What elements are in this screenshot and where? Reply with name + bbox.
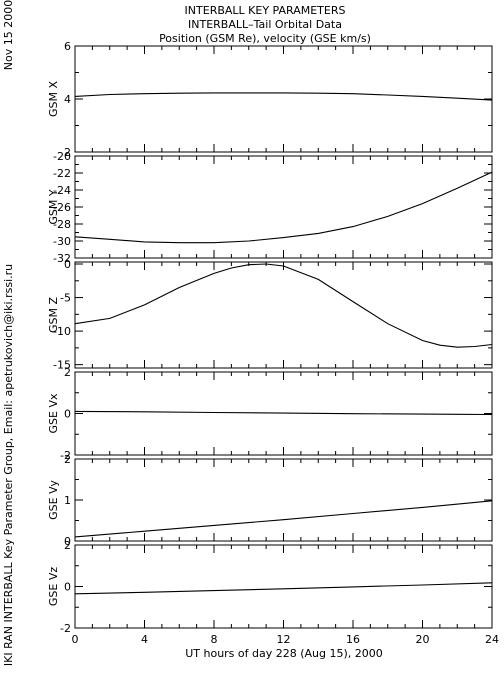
y-tick-label: -10 — [53, 325, 71, 338]
y-tick-label: -5 — [60, 292, 71, 305]
series-line — [74, 582, 493, 595]
y-tick-label: -22 — [53, 167, 71, 180]
y-axis-label: GSE Vx — [47, 393, 60, 433]
panel-frame — [74, 45, 493, 153]
y-axis-label: GSM Y — [47, 189, 60, 224]
y-tick-label: 1 — [64, 494, 71, 507]
x-tick-label: 0 — [72, 633, 79, 646]
panel-1: 2 4 6 GSM X — [47, 40, 493, 159]
panel-5: 0 1 2 GSE Vy — [47, 453, 493, 548]
y-axis-label: GSM X — [47, 81, 60, 117]
chart-title: INTERBALL KEY PARAMETERS — [185, 4, 346, 17]
x-tick-label: 24 — [485, 633, 499, 646]
y-tick-label: -15 — [53, 359, 71, 372]
y-axis-label: GSE Vz — [47, 567, 60, 606]
x-tick-label: 20 — [416, 633, 430, 646]
series-line — [74, 171, 493, 244]
side-credit: IKI RAN INTERBALL Key Parameter Group, E… — [2, 264, 15, 666]
x-axis-label: UT hours of day 228 (Aug 15), 2000 — [185, 647, 383, 660]
y-tick-label: 4 — [64, 93, 71, 106]
y-tick-label: 0 — [64, 581, 71, 594]
y-tick-label: -2 — [60, 622, 71, 635]
x-tick-label: 8 — [211, 633, 218, 646]
side-date: Nov 15 2000 — [2, 0, 15, 70]
y-tick-label: 0 — [64, 535, 71, 548]
y-tick-label: -24 — [53, 184, 71, 197]
x-tick-label: 4 — [141, 633, 148, 646]
y-tick-label: -28 — [53, 218, 71, 231]
y-axis-label: GSM Z — [47, 297, 60, 333]
panel-4: -2 0 2 GSE Vx — [47, 366, 493, 462]
y-tick-label: -30 — [53, 235, 71, 248]
y-tick-label: 2 — [64, 453, 71, 466]
panel-2: -32 -30 -28 -26 -24 -22 -20 GSM Y — [47, 150, 493, 265]
y-tick-label: -26 — [53, 201, 71, 214]
y-tick-label: -32 — [53, 252, 71, 265]
panel-3: -15 -10 -5 0 GSM Z — [47, 258, 493, 372]
y-tick-label: 2 — [64, 366, 71, 379]
y-tick-label: 6 — [64, 40, 71, 53]
series-line — [74, 500, 493, 538]
x-tick-label: 12 — [277, 633, 291, 646]
y-tick-label: 0 — [64, 258, 71, 271]
y-axis-label: GSE Vy — [47, 480, 60, 520]
panel-frame — [74, 261, 493, 369]
y-tick-label: 2 — [64, 146, 71, 159]
chart-subtitle: INTERBALL–Tail Orbital Data — [188, 18, 342, 31]
panel-frame — [74, 544, 493, 629]
series-line — [74, 410, 493, 416]
y-tick-label: 0 — [64, 408, 71, 421]
series-line — [74, 92, 493, 101]
series-line — [74, 263, 493, 348]
panel-frame — [74, 458, 493, 542]
y-tick-label: 2 — [64, 539, 71, 552]
y-tick-label: -2 — [60, 449, 71, 462]
y-tick-label: -20 — [53, 150, 71, 163]
x-tick-label: 16 — [346, 633, 360, 646]
panel-frame — [74, 155, 493, 259]
chart-subtitle-2: Position (GSM Re), velocity (GSE km/s) — [159, 32, 371, 45]
